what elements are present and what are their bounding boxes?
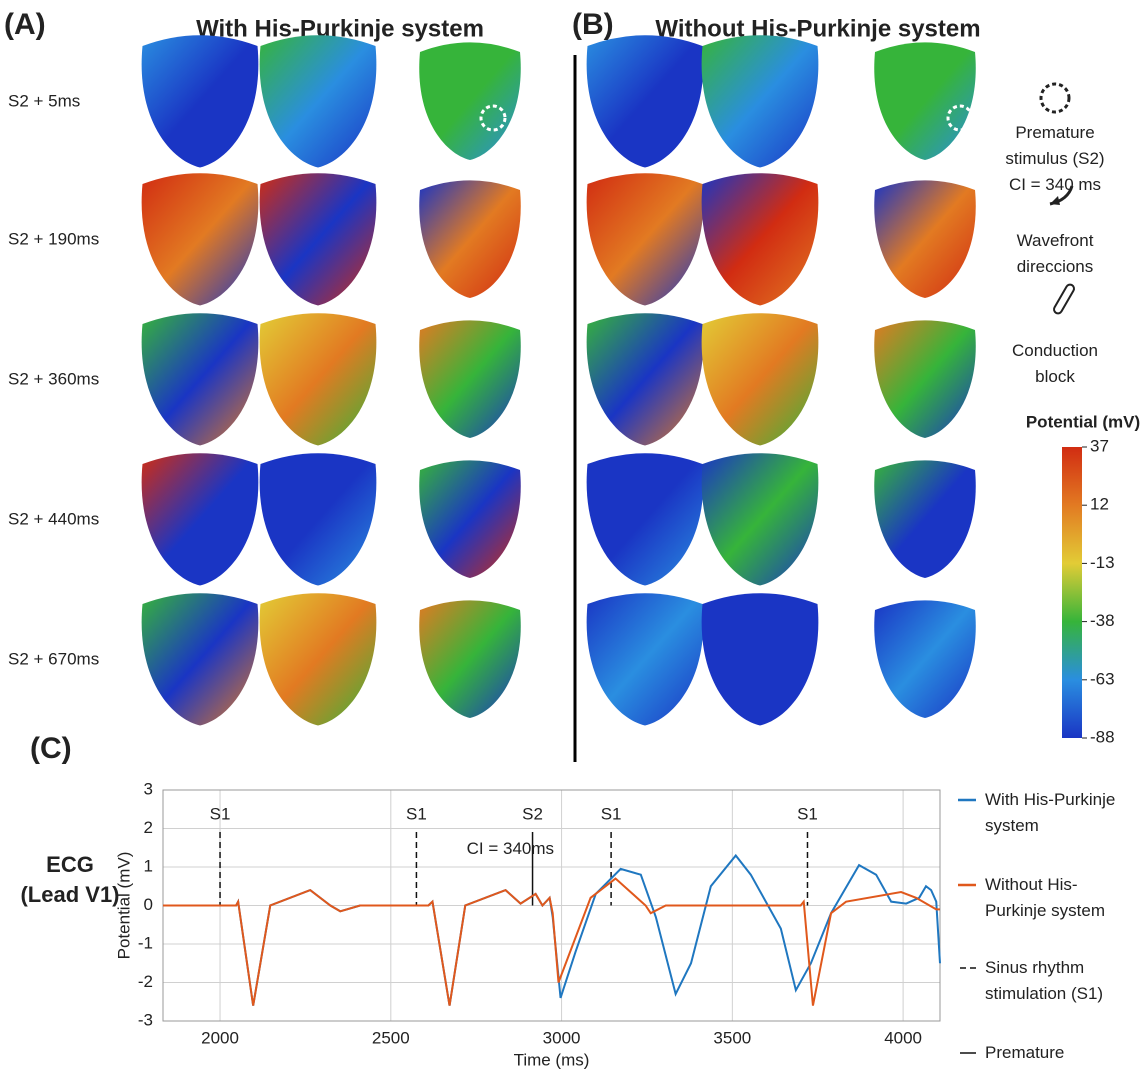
panel-label: (A) bbox=[4, 8, 46, 41]
heart-rendering bbox=[141, 35, 259, 168]
y-tick-label: -2 bbox=[138, 972, 153, 991]
heart-rendering bbox=[874, 180, 976, 298]
y-tick-label: 3 bbox=[144, 779, 153, 798]
x-tick-label: 3500 bbox=[713, 1028, 751, 1047]
stimulus-site bbox=[946, 104, 974, 132]
heart-rendering bbox=[259, 453, 377, 586]
colorbar-tick-label: -63 bbox=[1090, 669, 1115, 688]
heart-rendering bbox=[701, 173, 819, 306]
colorbar bbox=[1062, 447, 1082, 738]
heart-rendering bbox=[259, 35, 377, 168]
y-tick-label: -1 bbox=[138, 933, 153, 952]
heart-rendering bbox=[141, 453, 259, 586]
row-label: S2 + 670ms bbox=[8, 649, 99, 668]
heart-rendering bbox=[259, 313, 377, 446]
row-label: S2 + 440ms bbox=[8, 509, 99, 528]
ecg-line bbox=[163, 877, 940, 1006]
heart-rendering bbox=[874, 42, 976, 160]
marker-label: S1 bbox=[797, 804, 818, 823]
heart-rendering bbox=[586, 35, 704, 168]
colorbar-tick-label: 12 bbox=[1090, 495, 1109, 514]
heart-rendering bbox=[141, 313, 259, 446]
heart-rendering bbox=[419, 42, 521, 160]
heart-rendering bbox=[586, 173, 704, 306]
colorbar-tick-label: -88 bbox=[1090, 727, 1115, 746]
ecg-side-label: ECG (Lead V1) bbox=[20, 852, 120, 907]
stimulus-icon bbox=[1039, 82, 1071, 114]
heart-rendering bbox=[419, 600, 521, 718]
heart-rendering bbox=[701, 313, 819, 446]
x-axis-label: Time (ms) bbox=[514, 1050, 590, 1069]
legend-text: Premature stimulus (S2) bbox=[1005, 123, 1105, 168]
colorbar-tick-label: -13 bbox=[1090, 553, 1115, 572]
heart-rendering bbox=[701, 453, 819, 586]
legend-text: Conduction block bbox=[1011, 341, 1098, 386]
heart-rendering bbox=[874, 320, 976, 438]
panel-label: (C) bbox=[30, 732, 72, 765]
marker-label: S1 bbox=[406, 804, 427, 823]
heart-rendering bbox=[141, 173, 259, 306]
row-label: S2 + 5ms bbox=[8, 91, 80, 110]
heart-rendering bbox=[701, 593, 819, 726]
x-tick-label: 2000 bbox=[201, 1028, 239, 1047]
legend-text: Sinus rhythm stimulation (S1) bbox=[985, 958, 1104, 1003]
stimulus-site bbox=[479, 104, 507, 132]
colorbar-label: Potential (mV) bbox=[1026, 412, 1140, 431]
arrow-head bbox=[1050, 196, 1060, 205]
legend-note: CI = 340 ms bbox=[1008, 175, 1102, 194]
heart-rendering bbox=[701, 35, 819, 168]
marker-label: S1 bbox=[601, 804, 622, 823]
ecg-line bbox=[163, 853, 941, 1006]
heart-rendering bbox=[419, 320, 521, 438]
y-axis-label: Potential (mV) bbox=[114, 852, 133, 960]
y-tick-label: -3 bbox=[138, 1010, 153, 1029]
row-label: S2 + 360ms bbox=[8, 369, 99, 388]
heart-rendering bbox=[586, 453, 704, 586]
heart-rendering bbox=[586, 313, 704, 446]
block-icon bbox=[1053, 283, 1075, 315]
legend-text: Wavefront direccions bbox=[1016, 231, 1094, 276]
y-tick-label: 1 bbox=[144, 856, 153, 875]
x-tick-label: 2500 bbox=[372, 1028, 410, 1047]
colorbar-tick-label: 37 bbox=[1090, 436, 1109, 455]
x-tick-label: 3000 bbox=[543, 1028, 581, 1047]
heart-rendering bbox=[586, 593, 704, 726]
legend-text: Without His-Purkinje system bbox=[985, 875, 1105, 920]
y-tick-label: 0 bbox=[144, 895, 153, 914]
heart-rendering bbox=[419, 180, 521, 298]
annotation: CI = 340ms bbox=[467, 839, 554, 858]
marker-label: S1 bbox=[210, 804, 231, 823]
legend-text: With His-Purkinje system bbox=[985, 790, 1116, 835]
heart-rendering bbox=[141, 593, 259, 726]
heart-rendering bbox=[874, 600, 976, 718]
x-tick-label: 4000 bbox=[884, 1028, 922, 1047]
heart-rendering bbox=[874, 460, 976, 578]
heart-rendering bbox=[259, 173, 377, 306]
marker-label: S2 bbox=[522, 804, 543, 823]
heart-rendering bbox=[259, 593, 377, 726]
heart-rendering bbox=[419, 460, 521, 578]
colorbar-tick-label: -38 bbox=[1090, 611, 1115, 630]
y-tick-label: 2 bbox=[144, 818, 153, 837]
panel-label: (B) bbox=[572, 8, 614, 41]
legend-text: Premature stimulus (S2) bbox=[985, 1043, 1084, 1072]
row-label: S2 + 190ms bbox=[8, 229, 99, 248]
panel-title: Without His-Purkinje system bbox=[655, 15, 980, 42]
